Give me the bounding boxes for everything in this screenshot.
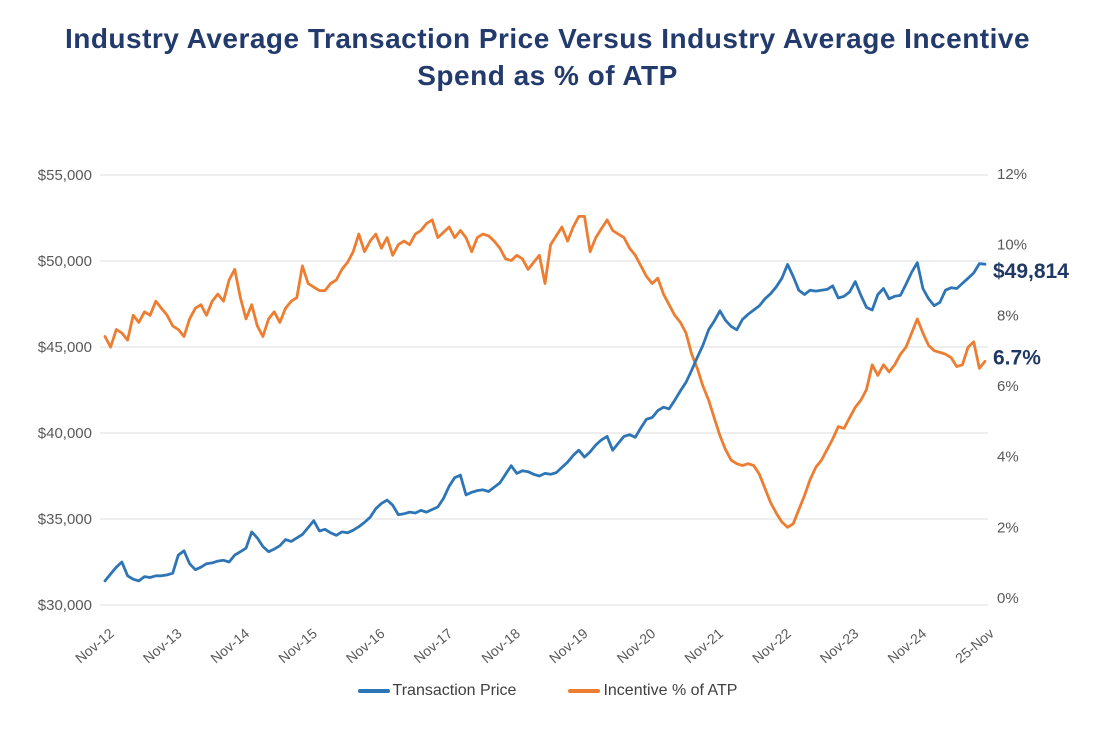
transaction-price-line-swatch-icon [357,689,390,693]
x-axis-tick-label: Nov-22 [749,625,794,666]
y-axis-left-tick-label: $30,000 [38,597,92,614]
x-axis-tick-label: Nov-21 [681,625,726,666]
y-axis-right-tick-label: 2% [997,519,1019,536]
series-end-value-label: 6.7% [993,346,1041,369]
x-axis-tick-label: Nov-13 [140,625,185,666]
series-end-value-label: $49,814 [993,260,1069,283]
y-axis-right-tick-label: 0% [997,590,1019,607]
x-axis-tick-label: 25-Nov [952,625,997,666]
y-axis-left-tick-label: $55,000 [38,167,92,184]
x-axis-tick-label: Nov-23 [817,625,862,666]
y-axis-left-tick-label: $35,000 [38,511,92,528]
y-axis-right-tick-label: 8% [997,307,1019,324]
x-axis-tick-label: Nov-15 [275,625,320,666]
legend-item-incentive-pct: Incentive % of ATP [568,682,737,700]
legend-item-transaction-price: Transaction Price [357,682,517,700]
y-axis-right-tick-label: 6% [997,378,1019,395]
legend-label-incentive-pct: Incentive % of ATP [603,682,738,699]
y-axis-right-tick-label: 10% [997,237,1027,254]
chart-title: Industry Average Transaction Price Versu… [0,20,1095,94]
y-axis-left-tick-label: $45,000 [38,339,92,356]
x-axis-tick-label: Nov-18 [478,625,523,666]
y-axis-right-tick-label: 12% [997,166,1027,183]
x-axis-tick-label: Nov-16 [343,625,388,666]
incentive-pct-line-swatch-icon [568,689,601,693]
y-axis-left-tick-label: $50,000 [38,253,92,270]
legend-label-transaction-price: Transaction Price [392,682,517,699]
x-axis-tick-label: Nov-19 [546,625,591,666]
y-axis-right-tick-label: 4% [997,449,1019,466]
x-axis-tick-label: Nov-14 [207,625,252,666]
x-axis-tick-label: Nov-24 [884,625,929,666]
x-axis-tick-label: Nov-20 [614,625,659,666]
x-axis-tick-label: Nov-12 [72,625,117,666]
chart-title-text: Industry Average Transaction Price Versu… [64,23,1031,91]
y-axis-left-tick-label: $40,000 [38,425,92,442]
chart-legend: Transaction Price Incentive % of ATP [0,682,1095,700]
chart-canvas: $30,000 $35,000 $40,000 $45,000 $50,000 $55,0… [38,166,1069,666]
x-axis-tick-label: Nov-17 [411,625,456,666]
series-line-transaction-price [103,261,987,583]
series-line-incentive-of-atp [103,215,987,529]
